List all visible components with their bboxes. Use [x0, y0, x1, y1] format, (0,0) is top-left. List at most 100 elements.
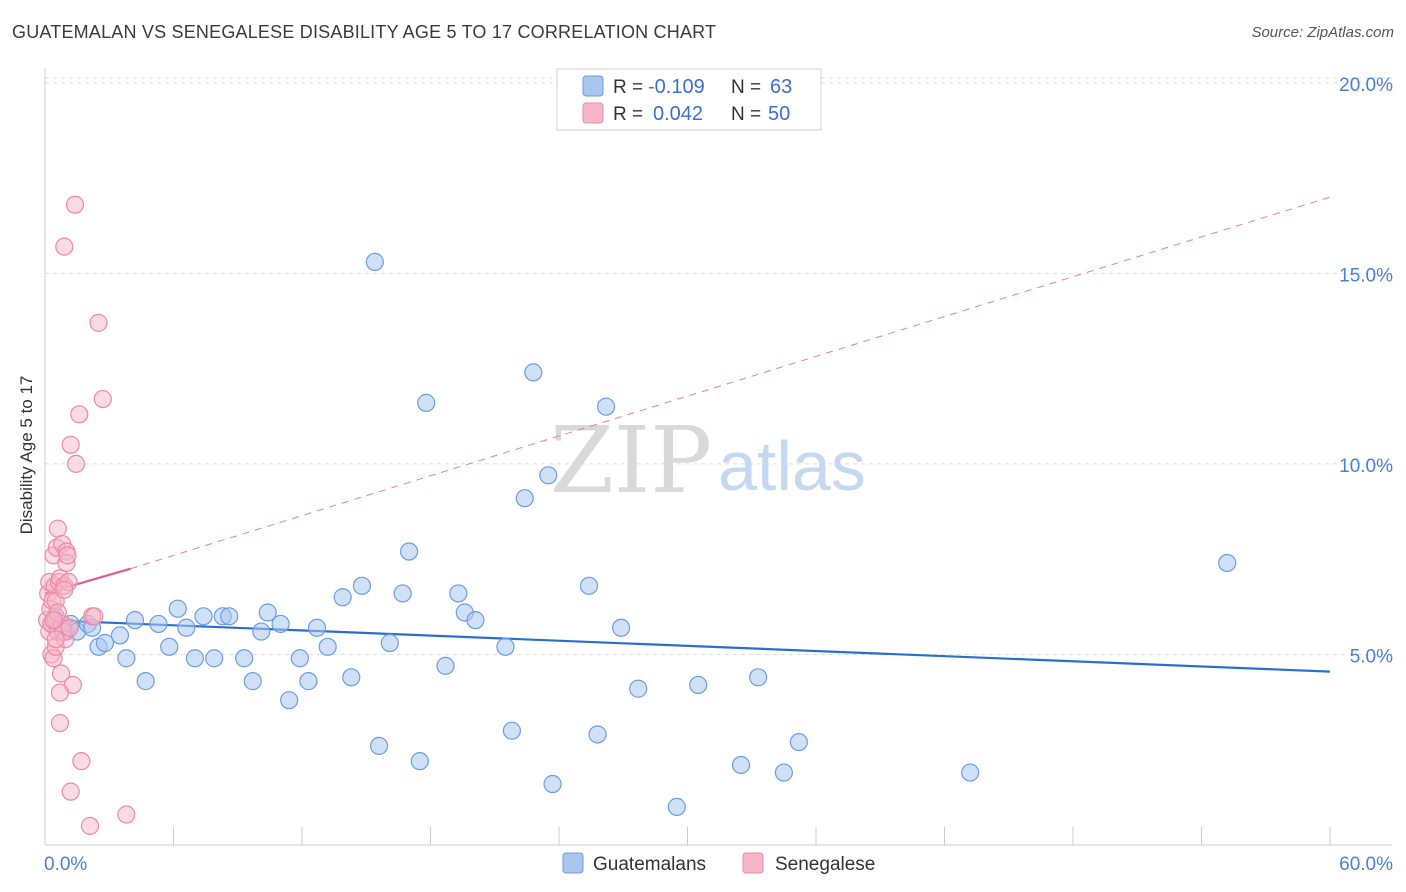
guatemalan-point	[502, 721, 521, 740]
guatemalan-point	[543, 774, 562, 794]
guatemalan-point	[749, 668, 768, 687]
senegalese-point	[58, 546, 77, 565]
senegalese-trend-extension	[130, 196, 1331, 570]
series-legend: Guatemalans Senegalese	[562, 852, 875, 875]
guatemalan-point	[466, 611, 485, 630]
guatemalan-point	[252, 622, 271, 641]
guatemalan-point	[629, 679, 648, 698]
x-tick-label: 0.0%	[44, 854, 87, 875]
guatemalan-point	[370, 736, 389, 756]
guatemalan-point	[271, 614, 290, 634]
senegalese-point	[93, 389, 112, 409]
bottom-swatch-senegalese	[742, 852, 764, 874]
legend-swatch-guatemalans	[582, 75, 604, 97]
guatemalan-point	[524, 363, 543, 382]
source-label: Source: ZipAtlas.com	[1251, 24, 1394, 41]
guatemalan-point	[667, 797, 686, 816]
guatemalan-point	[299, 672, 318, 691]
x-tick-label: 60.0%	[1339, 854, 1393, 875]
watermark-atlas: atlas	[718, 427, 866, 505]
guatemalan-point	[95, 633, 115, 653]
y-tick-label: 15.0%	[1339, 265, 1393, 286]
guatemalan-point	[258, 603, 277, 622]
y-tick-label: 5.0%	[1350, 646, 1393, 667]
guatemalan-point	[612, 618, 631, 637]
legend-r-value-1: -0.109	[648, 76, 705, 98]
guatemalan-point	[449, 584, 468, 603]
tick-labels: 5.0% 10.0% 15.0% 20.0% 0.0% 60.0%	[44, 75, 1393, 875]
senegalese-point	[55, 580, 74, 599]
guatemalan-point	[280, 691, 299, 710]
guatemalan-point	[205, 649, 224, 668]
senegalese-point	[61, 435, 80, 454]
senegalese-point	[48, 519, 67, 538]
y-tick-label: 10.0%	[1339, 456, 1393, 477]
legend-r-label-1: R =	[613, 77, 643, 98]
guatemalan-point	[149, 614, 168, 634]
senegalese-point	[51, 664, 71, 683]
y-axis-label: Disability Age 5 to 17	[17, 376, 36, 535]
senegalese-point	[46, 630, 65, 649]
stats-legend: R = -0.109 N = 63 R = 0.042 N = 50	[556, 68, 822, 131]
guatemalan-point	[515, 489, 534, 508]
legend-n-value-1: 63	[770, 76, 792, 98]
legend-n-value-2: 50	[768, 103, 790, 125]
guatemalan-point	[961, 763, 980, 782]
legend-n-label-1: N =	[731, 77, 761, 98]
senegalese-point	[85, 607, 104, 626]
guatemalan-point	[117, 649, 136, 668]
guatemalan-point	[539, 466, 558, 485]
guatemalan-point	[588, 725, 607, 744]
guatemalan-point	[243, 672, 262, 691]
senegalese-point	[55, 237, 74, 256]
guatemalan-point	[235, 649, 254, 668]
guatemalan-point	[1218, 553, 1237, 573]
guatemalan-point	[290, 649, 309, 668]
guatemalan-point	[318, 637, 337, 656]
senegalese-point	[65, 195, 85, 214]
bottom-swatch-guatemalans	[562, 852, 584, 874]
guatemalan-point	[380, 633, 399, 653]
guatemalan-point	[789, 732, 808, 752]
guatemalan-point	[399, 542, 419, 561]
senegalese-point	[72, 752, 91, 771]
legend-r-label-2: R =	[613, 104, 643, 125]
guatemalan-point	[220, 607, 239, 626]
chart-title: GUATEMALAN VS SENEGALESE DISABILITY AGE …	[12, 22, 717, 42]
senegalese-point	[89, 313, 108, 332]
senegalese-point	[70, 405, 89, 424]
guatemalan-point	[365, 252, 384, 271]
guatemalan-point	[333, 588, 352, 607]
guatemalan-point	[136, 672, 155, 691]
grid-lines	[45, 77, 1392, 655]
senegalese-point	[66, 454, 86, 473]
bottom-label-guatemalans: Guatemalans	[593, 854, 706, 875]
senegalese-point	[60, 618, 79, 637]
legend-n-label-2: N =	[731, 104, 761, 125]
y-tick-label: 20.0%	[1339, 75, 1393, 96]
guatemalan-point	[417, 393, 436, 412]
guatemalan-point	[110, 626, 130, 645]
guatemalan-point	[774, 763, 793, 782]
bottom-label-senegalese: Senegalese	[775, 854, 875, 875]
guatemalan-point	[352, 576, 372, 595]
legend-r-value-2: 0.042	[653, 103, 703, 125]
guatemalan-point	[579, 576, 599, 595]
guatemalan-points	[42, 252, 1237, 816]
senegalese-points	[38, 195, 136, 836]
guatemalan-point	[160, 637, 179, 656]
watermark-zip: ZIP	[550, 407, 712, 514]
legend-swatch-senegalese	[582, 102, 604, 124]
guatemalan-point	[342, 668, 361, 687]
guatemalan-point	[185, 649, 205, 668]
senegalese-point	[80, 816, 100, 836]
guatemalan-point	[410, 752, 429, 771]
guatemalan-point	[168, 599, 187, 618]
watermark: ZIP atlas	[550, 407, 866, 514]
senegalese-point	[61, 782, 80, 801]
senegalese-point	[44, 611, 63, 630]
senegalese-point	[117, 805, 136, 824]
guatemalan-point	[731, 755, 751, 775]
guatemalan-point	[689, 675, 708, 695]
